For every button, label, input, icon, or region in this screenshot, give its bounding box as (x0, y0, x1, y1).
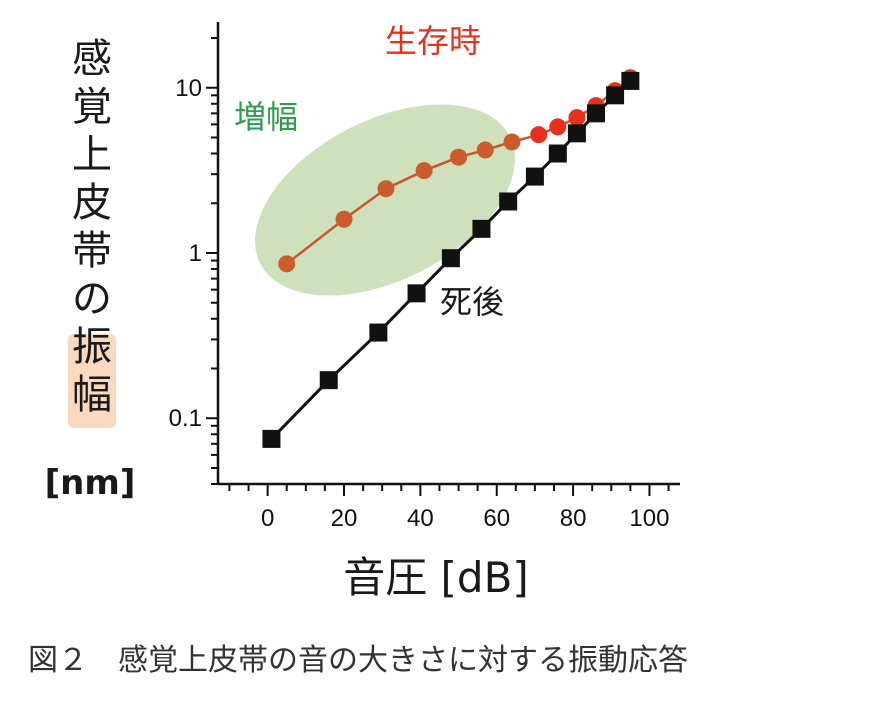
y-axis-label-char: 覚 (72, 84, 112, 130)
y-ticks: 0.1 1 10 (169, 37, 218, 485)
dead-label: 死後 (440, 283, 504, 321)
dead-point (567, 124, 586, 143)
amplification-region (255, 104, 515, 296)
amplification-label: 増幅 (234, 98, 298, 136)
dead-point (548, 144, 567, 163)
alive-point (549, 118, 567, 136)
x-tick-label: 0 (261, 505, 274, 532)
x-tick-label: 100 (629, 505, 669, 532)
alive-point (335, 210, 353, 228)
alive-point (278, 255, 296, 273)
figure-caption: 図２ 感覚上皮帯の音の大きさに対する振動応答 (28, 643, 688, 678)
dead-point (369, 323, 388, 342)
series-layer (262, 69, 640, 448)
y-axis-label-char: の (72, 276, 112, 322)
dead-point (407, 284, 426, 303)
alive-point (476, 141, 494, 159)
amplitude-highlight-glow (68, 334, 116, 428)
dead-point (621, 71, 640, 90)
y-axis-label-char: 皮 (72, 180, 112, 226)
alive-point (377, 180, 395, 198)
y-axis-label-char: 感 (72, 36, 112, 82)
y-axis-label-char: 上 (72, 132, 112, 178)
y-axis-label-char: 帯 (72, 228, 112, 274)
x-tick-label: 40 (407, 505, 434, 532)
alive-point (415, 162, 433, 180)
y-tick-label: 0.1 (169, 405, 202, 432)
dead-point (587, 104, 605, 123)
y-tick-label: 1 (189, 240, 202, 267)
y-axis-label-char: 振 (72, 324, 112, 370)
dead-point (472, 219, 491, 238)
y-axis-unit: [nm] (45, 463, 136, 503)
x-axis-label: 音圧 [dB] (343, 553, 529, 602)
alive-label: 生存時 (385, 22, 481, 60)
x-tick-label: 60 (483, 505, 510, 532)
dead-point (525, 167, 544, 186)
dead-point (441, 249, 460, 268)
x-tick-label: 80 (560, 505, 587, 532)
alive-point (450, 148, 468, 166)
y-axis-label-char: 幅 (72, 372, 112, 418)
x-tick-label: 20 (331, 505, 358, 532)
alive-point (568, 109, 586, 127)
dead-point (319, 371, 338, 390)
x-ticks: 0 20 40 60 80 100 (228, 484, 670, 532)
y-tick-label: 10 (175, 75, 202, 102)
dead-point (499, 192, 518, 211)
alive-point (530, 126, 548, 144)
alive-point (503, 133, 521, 151)
dead-point (606, 86, 625, 105)
dead-point (262, 429, 281, 448)
